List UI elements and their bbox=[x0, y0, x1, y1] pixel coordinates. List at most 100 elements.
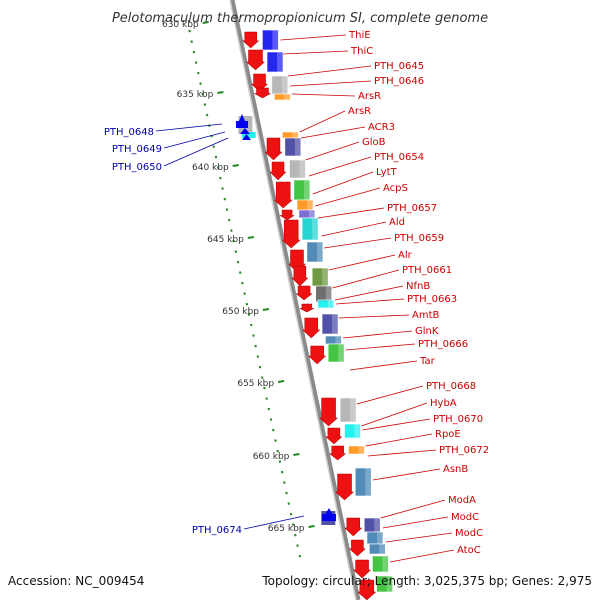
gene-arrow bbox=[325, 427, 343, 445]
gene-label: Ald bbox=[389, 217, 405, 228]
scale-major-tick bbox=[247, 236, 254, 239]
label-connector bbox=[305, 141, 360, 161]
gene-arrow bbox=[357, 579, 377, 600]
gene-arrow bbox=[308, 345, 327, 365]
gene-label: ACR3 bbox=[368, 122, 395, 133]
label-connector bbox=[291, 93, 356, 97]
gene-label: AtoC bbox=[457, 545, 481, 556]
feature-box-shade bbox=[312, 218, 319, 240]
feature-box-shade bbox=[303, 180, 310, 200]
feature-box-shade bbox=[386, 576, 393, 592]
gene-label: GlnK bbox=[415, 326, 439, 337]
kbp-label: 645 kbp bbox=[207, 235, 244, 245]
forward-gene-label: PTH_0648 bbox=[104, 127, 154, 138]
feature-box-shade bbox=[307, 200, 314, 210]
gene-arrow bbox=[264, 137, 283, 161]
feature-box bbox=[376, 575, 393, 593]
gene-label: PTH_0654 bbox=[374, 152, 424, 163]
label-connector bbox=[372, 468, 441, 481]
label-connector bbox=[315, 187, 381, 207]
scale-major-tick bbox=[308, 525, 315, 528]
gene-arrow bbox=[281, 219, 301, 249]
kbp-label: 635 kbp bbox=[177, 90, 214, 100]
kbp-label: 660 kbp bbox=[253, 452, 290, 462]
feature-box-shade bbox=[374, 518, 381, 532]
feature-box bbox=[321, 313, 339, 335]
backbone-line bbox=[229, 0, 361, 600]
gene-arrow bbox=[291, 265, 309, 287]
kbp-label: 640 kbp bbox=[192, 163, 229, 173]
feature-box-shade bbox=[316, 242, 323, 262]
gene-arrow bbox=[269, 161, 287, 181]
kbp-label: 655 kbp bbox=[237, 379, 274, 389]
forward-gene-arrow bbox=[242, 134, 251, 140]
gene-label: PTH_0663 bbox=[407, 294, 457, 305]
gene-label: AcpS bbox=[383, 183, 408, 194]
genome-backbone bbox=[229, 0, 361, 600]
label-connector bbox=[389, 549, 455, 563]
feature-box bbox=[289, 159, 306, 179]
label-connector bbox=[362, 418, 431, 431]
gene-label: PTH_0646 bbox=[374, 76, 424, 87]
feature-box-shade bbox=[338, 344, 345, 362]
gene-arrow bbox=[352, 559, 372, 579]
gene-label: PTH_0666 bbox=[418, 339, 468, 350]
gene-arrow bbox=[273, 181, 293, 209]
gene-label: ModA bbox=[448, 495, 476, 506]
feature-box bbox=[284, 137, 302, 157]
feature-box bbox=[339, 397, 357, 423]
gene-arrow bbox=[318, 397, 339, 427]
forward-gene-label: PTH_0650 bbox=[112, 162, 162, 173]
label-connector bbox=[342, 330, 413, 339]
left-label-connector bbox=[163, 131, 226, 149]
gene-label: ArsR bbox=[348, 106, 371, 117]
feature-box-shade bbox=[322, 268, 329, 286]
feature-box bbox=[372, 555, 389, 573]
dotted-scale-track bbox=[188, 29, 301, 558]
label-connector bbox=[349, 360, 418, 371]
forward-gene-arrow bbox=[240, 128, 250, 134]
kbp-label: 630 kbp bbox=[162, 20, 199, 30]
left-label-connector bbox=[243, 515, 305, 530]
gene-arrow bbox=[245, 49, 266, 71]
gene-label: LytT bbox=[376, 167, 397, 178]
feature-box bbox=[274, 93, 291, 101]
scale-major-tick bbox=[202, 21, 209, 24]
gene-arrow bbox=[253, 87, 272, 99]
left-label-connector bbox=[163, 137, 229, 167]
gene-label: Tar bbox=[419, 356, 436, 367]
gene-label: Alr bbox=[398, 250, 413, 261]
scale-major-tick bbox=[217, 91, 224, 94]
gene-label: NfnB bbox=[406, 281, 430, 292]
label-connector bbox=[334, 285, 404, 301]
scale-labels: 630 kbp 635 kbp 640 kbp 645 kbp 650 kbp 655 k… bbox=[162, 20, 315, 534]
gene-label: PTH_0672 bbox=[439, 445, 489, 456]
gene-arrow bbox=[302, 317, 321, 339]
gene-arrow bbox=[334, 473, 355, 501]
scale-major-tick bbox=[293, 453, 300, 456]
feature-box-shade bbox=[325, 286, 332, 302]
feature-box-shade bbox=[365, 468, 372, 496]
gene-label: PTH_0659 bbox=[394, 233, 444, 244]
kbp-label: 665 kbp bbox=[268, 524, 305, 534]
feature-box-shade bbox=[382, 556, 389, 572]
gene-label: PTH_0668 bbox=[426, 381, 476, 392]
label-connector bbox=[365, 433, 433, 447]
feature-boxes bbox=[238, 29, 393, 593]
feature-box bbox=[354, 467, 372, 497]
feature-box-shade bbox=[358, 446, 365, 454]
feature-box-shade bbox=[376, 532, 383, 544]
gene-label: RpoE bbox=[435, 429, 461, 440]
gene-label: ModC bbox=[451, 512, 479, 523]
feature-box bbox=[368, 543, 386, 555]
gene-label: PTH_0645 bbox=[374, 61, 424, 72]
gene-label: AmtB bbox=[412, 310, 440, 321]
gene-arrow bbox=[344, 517, 363, 537]
gene-arrows bbox=[236, 31, 377, 600]
label-connector bbox=[382, 516, 449, 529]
label-connectors bbox=[155, 34, 455, 563]
feature-box-shade bbox=[277, 52, 284, 72]
gene-label: HybA bbox=[430, 398, 457, 409]
label-connector bbox=[312, 171, 374, 195]
